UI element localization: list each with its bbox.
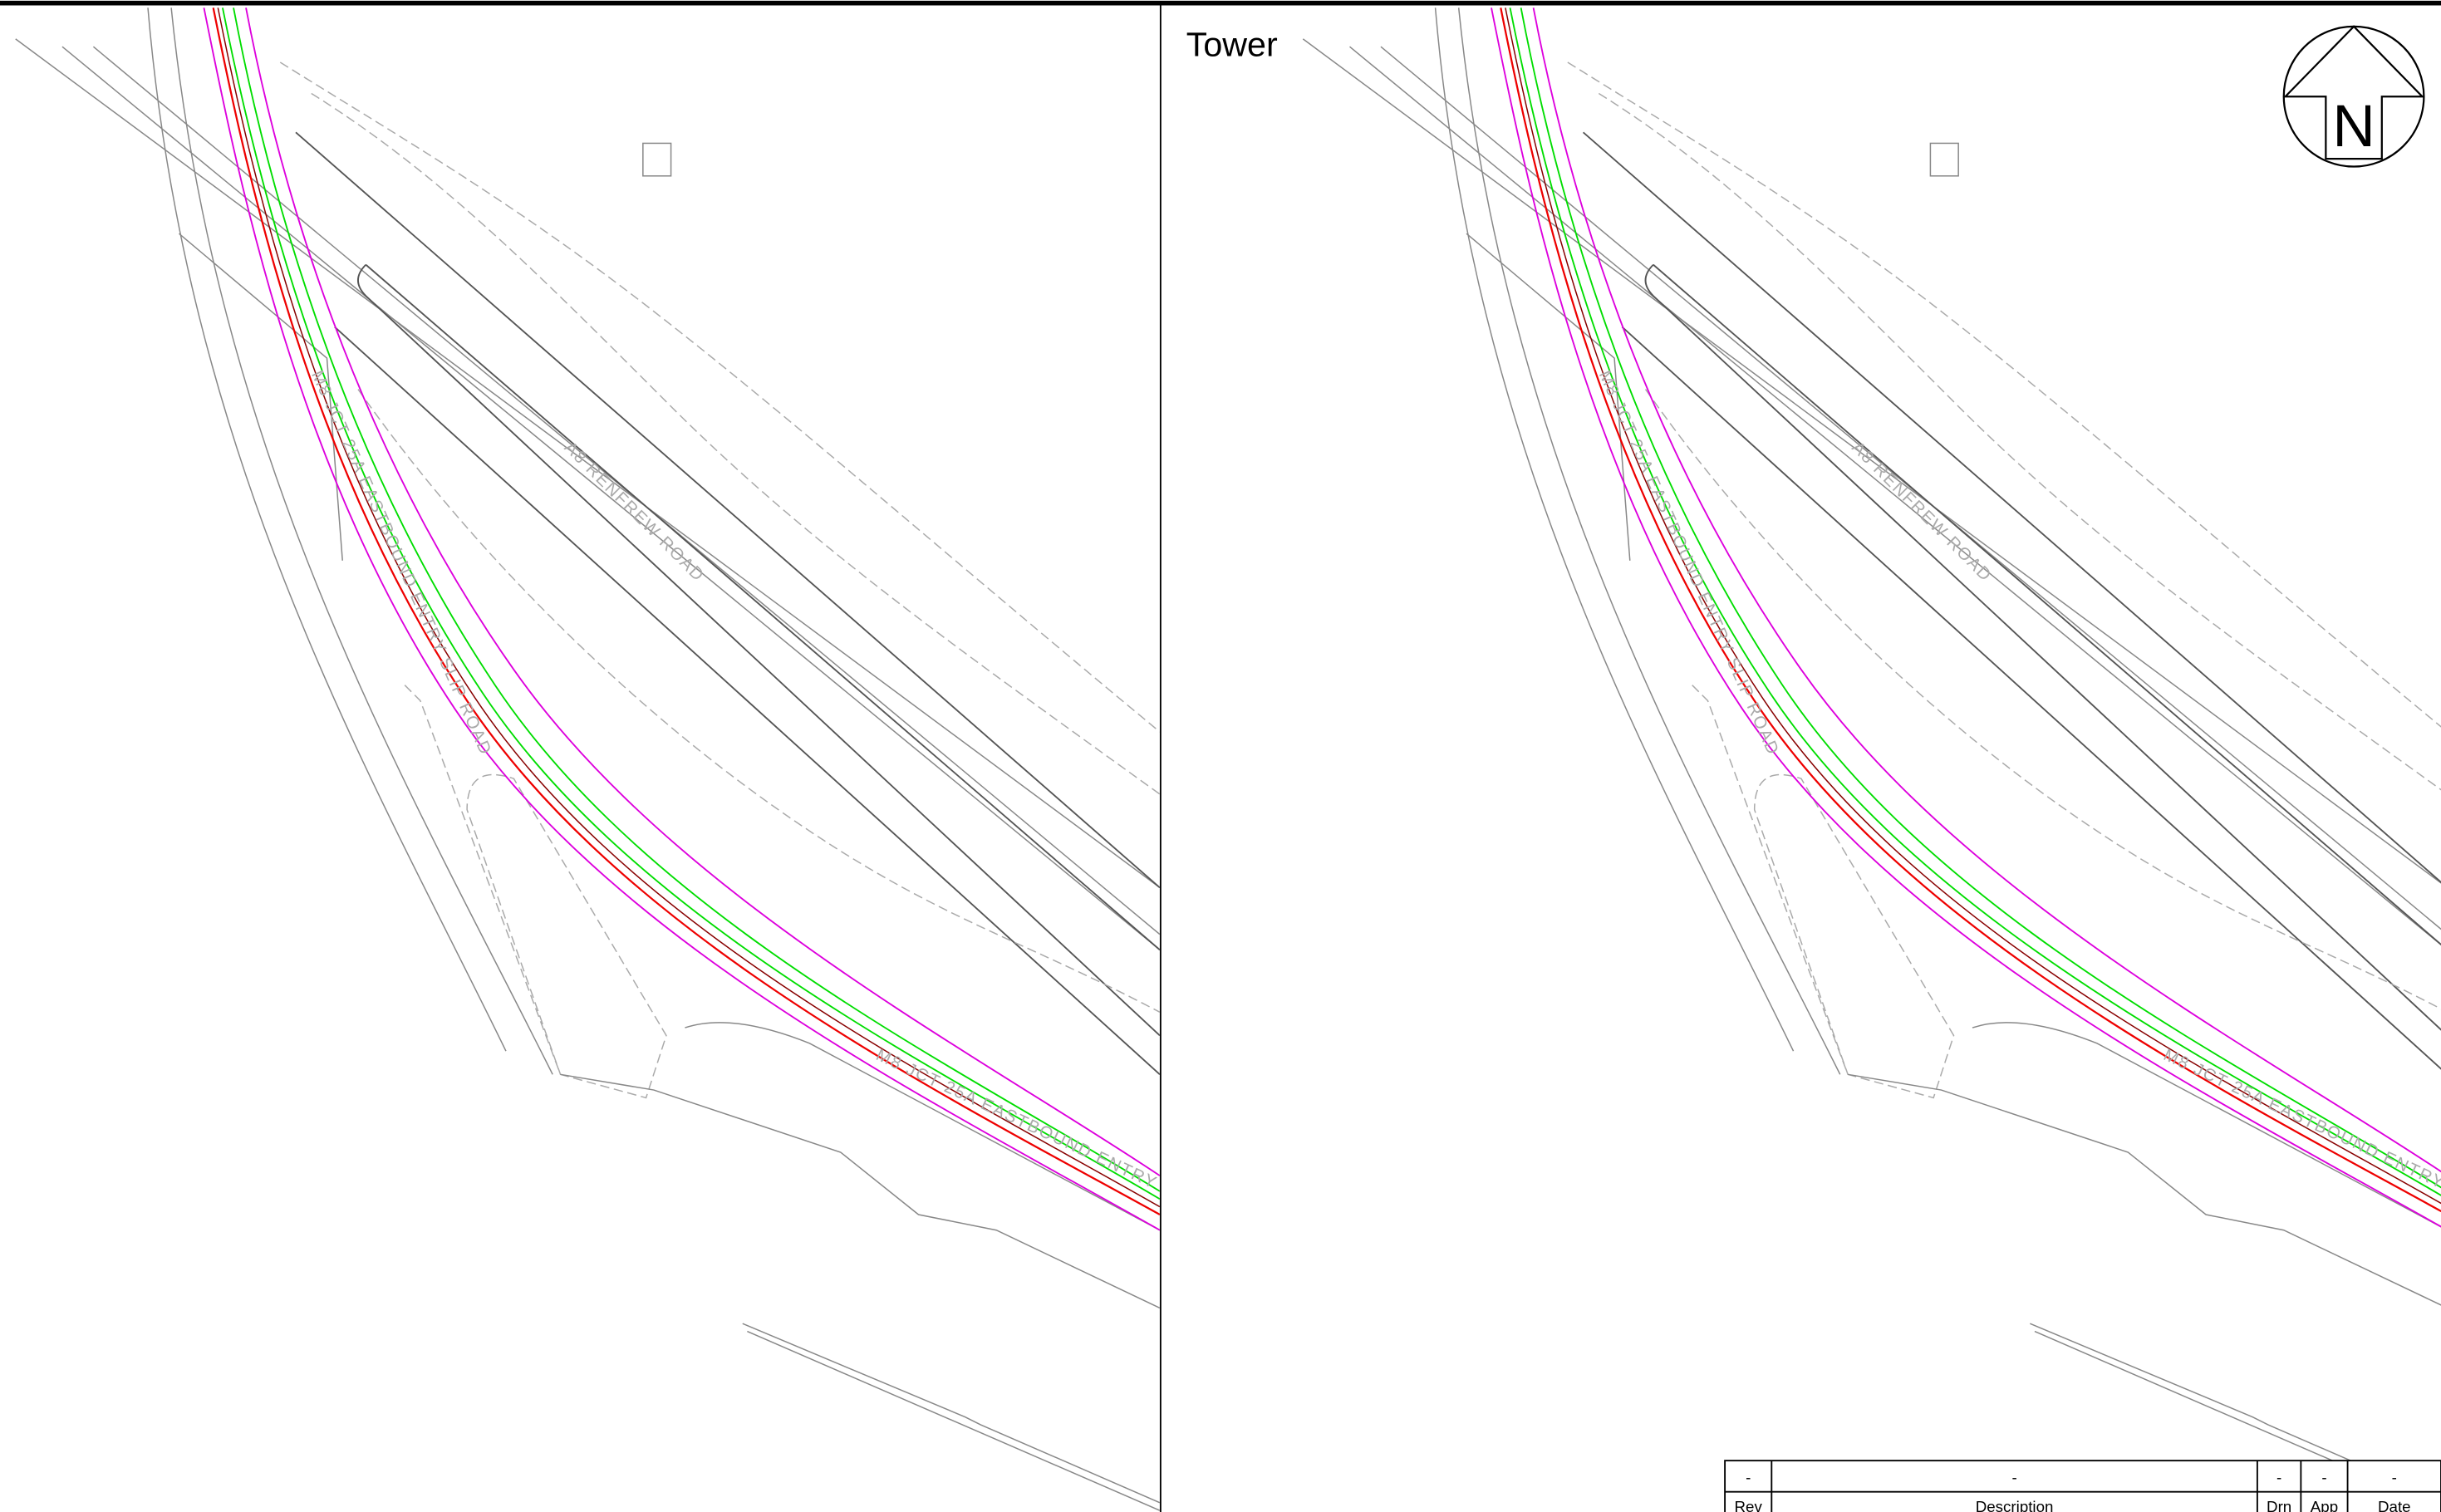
road-label: M8 JCT 25A EASTBOUND ENTRY SLIP ROAD — [307, 368, 495, 758]
north-arrow: N — [2282, 25, 2425, 168]
header: App — [2311, 1498, 2338, 1512]
header: Date — [2378, 1498, 2411, 1512]
cell: - — [2011, 1468, 2016, 1485]
road-label: A8 RENFREW ROAD — [1848, 438, 1996, 586]
road-label: M8 JCT 25A EASTBOUND ENTRY SLIP ROAD — [2160, 1045, 2441, 1240]
cell: - — [2321, 1468, 2326, 1485]
header: Drn — [2267, 1498, 2291, 1512]
header: Rev — [1735, 1498, 1763, 1512]
title-block: - - - - - Rev Description Drn App Date — [1724, 1460, 2441, 1512]
header: Description — [1976, 1498, 2054, 1512]
left-panel: A8 RENFREW ROAD M8 JCT 25A EASTBOUND ENT… — [14, 7, 1261, 1512]
title-block-frame — [1724, 1460, 2441, 1512]
right-geometry — [1302, 7, 2441, 1512]
cell: - — [2392, 1468, 2397, 1485]
right-panel: A8 RENFREW ROAD M8 JCT 25A EASTBOUND ENT… — [1302, 7, 2441, 1512]
cell: - — [1746, 1468, 1751, 1485]
north-label: N — [2332, 94, 2375, 160]
road-label: M8 JCT 25A EASTBOUND ENTRY SLIP ROAD — [1595, 368, 1783, 758]
panel-title: Tower — [1186, 25, 1278, 63]
left-geometry — [14, 7, 1160, 1512]
cell: - — [2276, 1468, 2281, 1485]
road-label: A8 RENFREW ROAD — [561, 438, 709, 586]
road-label: M8 JCT 25A EASTBOUND ENTRY SLIP ROAD — [873, 1045, 1261, 1240]
north-arrow-shape — [2282, 25, 2425, 160]
